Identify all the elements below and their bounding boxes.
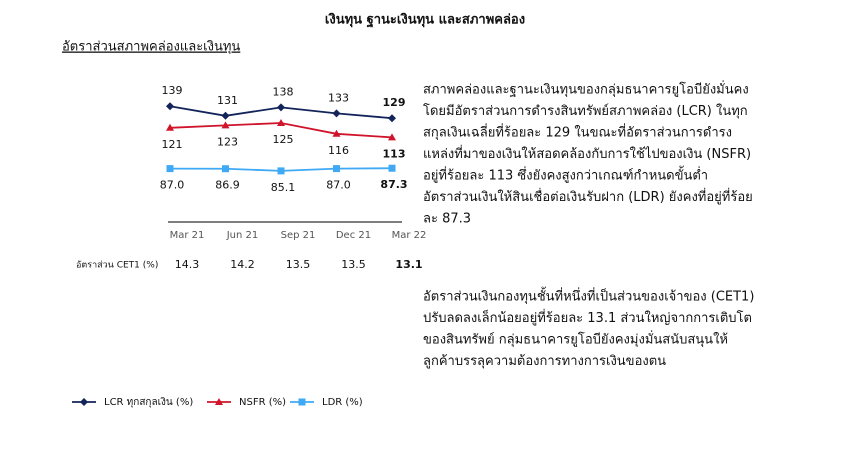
data-point bbox=[166, 102, 174, 111]
legend-marker bbox=[215, 398, 223, 405]
legend-label: LDR (%) bbox=[322, 397, 363, 408]
data-point bbox=[166, 123, 174, 131]
data-label: 121 bbox=[162, 138, 183, 151]
data-point bbox=[332, 129, 341, 137]
x-tick-label: Jun 21 bbox=[226, 230, 259, 241]
table-cell: 13.1 bbox=[395, 258, 422, 271]
data-label: 133 bbox=[328, 91, 349, 104]
data-point bbox=[166, 165, 174, 173]
data-point bbox=[388, 164, 396, 172]
paragraph-line: ของสินทรัพย์ กลุ่มธนาคารยูโอบียังคงมุ่งม… bbox=[423, 331, 728, 348]
data-label: 129 bbox=[383, 96, 406, 109]
data-point bbox=[221, 111, 230, 120]
data-point bbox=[333, 165, 340, 173]
table-label: อัตราส่วน CET1 (%) bbox=[76, 261, 158, 271]
x-tick-label: Dec 21 bbox=[336, 230, 371, 241]
paragraph-line: ละ 87.3 bbox=[423, 212, 471, 227]
x-tick-label: Mar 21 bbox=[170, 230, 205, 241]
paragraph-line: อัตราส่วนเงินให้สินเชื่อต่อเงินรับฝาก (L… bbox=[423, 188, 753, 205]
data-point bbox=[221, 121, 230, 129]
data-point bbox=[222, 165, 229, 173]
data-label: 87.3 bbox=[380, 178, 407, 191]
chart-title: อัตราส่วนสภาพคล่องและเงินทุน bbox=[62, 40, 240, 55]
x-tick-label: Mar 22 bbox=[392, 230, 427, 241]
table-cell: 13.5 bbox=[341, 258, 366, 271]
data-point bbox=[277, 103, 285, 112]
data-point bbox=[388, 133, 396, 141]
data-label: 85.1 bbox=[271, 181, 296, 194]
data-label: 87.0 bbox=[326, 179, 351, 192]
paragraph-line: ลูกค้าบรรลุความต้องการทางการเงินของตน bbox=[423, 354, 666, 369]
data-point bbox=[277, 119, 285, 126]
data-label: 123 bbox=[217, 135, 238, 148]
table-cell: 14.2 bbox=[230, 258, 255, 271]
paragraph-line: สภาพคล่องและฐานะเงินทุนของกลุ่มธนาคารยูโ… bbox=[423, 81, 749, 98]
data-label: 86.9 bbox=[215, 179, 240, 192]
x-tick-label: Sep 21 bbox=[281, 230, 316, 241]
data-label: 116 bbox=[328, 144, 349, 157]
data-point bbox=[277, 167, 285, 175]
legend-marker bbox=[80, 398, 88, 406]
paragraph-line: อัตราส่วนเงินกองทุนชั้นที่หนึ่งที่เป็นส่… bbox=[423, 287, 754, 305]
data-label: 138 bbox=[273, 85, 294, 98]
data-point bbox=[332, 109, 341, 118]
legend-label: NSFR (%) bbox=[239, 397, 286, 408]
table-cell: 13.5 bbox=[286, 258, 311, 271]
data-label: 113 bbox=[383, 147, 406, 160]
data-label: 131 bbox=[217, 94, 238, 107]
paragraph-line: อยู่ที่ร้อยละ 113 ซึ่งยังคงสูงกว่าเกณฑ์ก… bbox=[423, 166, 708, 184]
legend-marker bbox=[298, 398, 306, 406]
legend-label: LCR ทุกสกุลเงิน (%) bbox=[104, 397, 193, 408]
data-label: 87.0 bbox=[160, 179, 185, 192]
paragraph-line: ปรับลดลงเล็กน้อยอยู่ที่ร้อยละ 13.1 ส่วนใ… bbox=[423, 308, 752, 326]
paragraph-line: แหล่งที่มาของเงินให้สอดคล้องกับการใช้ไปข… bbox=[423, 145, 751, 162]
data-label: 125 bbox=[273, 133, 294, 146]
table-cell: 14.3 bbox=[175, 258, 200, 271]
paragraph-line: สกุลเงินเฉลี่ยที่ร้อยละ 129 ในขณะที่อัตร… bbox=[423, 124, 732, 141]
data-point bbox=[388, 114, 396, 123]
paragraph-line: โดยมีอัตราส่วนการดำรงสินทรัพย์สภาพคล่อง … bbox=[423, 103, 748, 119]
page-title: เงินทุน ฐานะเงินทุน และสภาพคล่อง bbox=[325, 13, 525, 29]
data-label: 139 bbox=[162, 84, 183, 97]
